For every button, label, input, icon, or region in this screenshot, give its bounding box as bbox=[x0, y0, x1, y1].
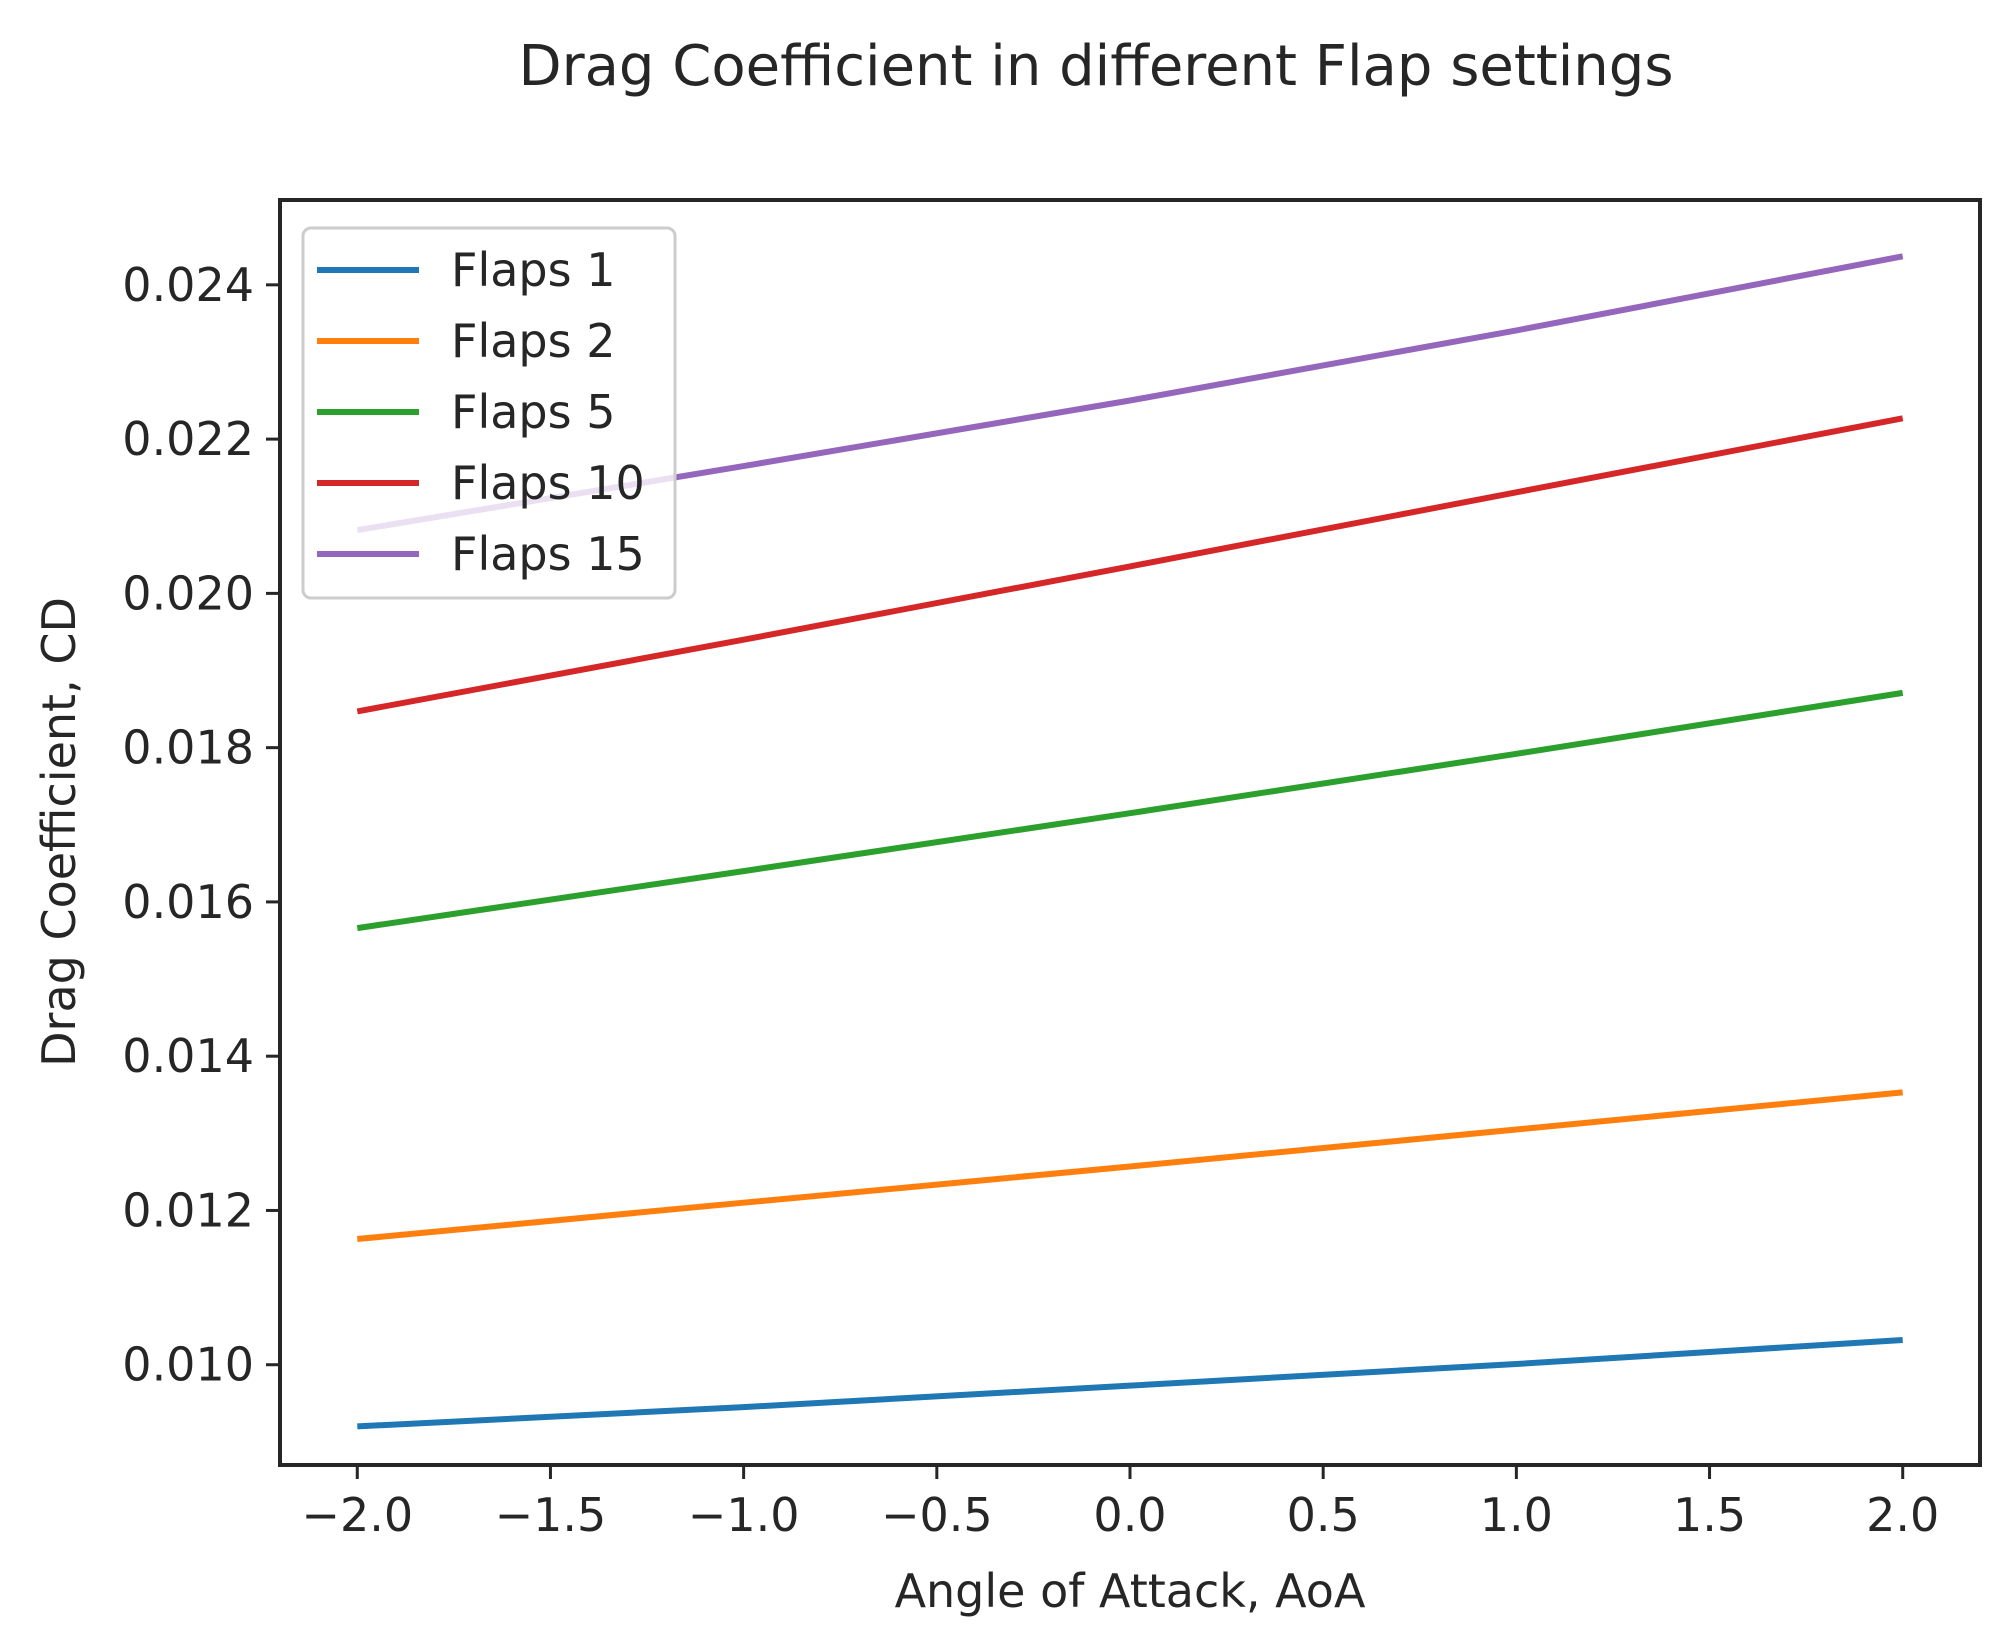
x-tick-label: −0.5 bbox=[881, 1488, 993, 1542]
series-line-1 bbox=[357, 1337, 1903, 1430]
legend: Flaps 1 Flaps 2 Flaps 5 Flaps 10 Flaps 15 bbox=[301, 226, 677, 600]
y-tick-label: 0.024 bbox=[122, 258, 254, 312]
y-axis-ticks: 0.010 0.012 0.014 0.016 0.018 0.020 0.022 0.024 bbox=[122, 258, 280, 1392]
x-axis-ticks: −2.0 −1.5 −1.0 −0.5 0.0 0.5 1.0 1.5 2.0 bbox=[301, 1465, 1939, 1542]
series-line-2 bbox=[357, 1089, 1903, 1242]
x-tick-label: 0.5 bbox=[1287, 1488, 1360, 1542]
series-line-3 bbox=[356, 689, 1904, 932]
x-tick-label: 1.5 bbox=[1673, 1488, 1746, 1542]
x-tick-label: 2.0 bbox=[1866, 1488, 1939, 1542]
x-tick-label: −2.0 bbox=[301, 1488, 413, 1542]
x-tick-label: −1.0 bbox=[688, 1488, 800, 1542]
chart-title: Drag Coefficient in different Flap setti… bbox=[518, 34, 1673, 99]
x-axis-label: Angle of Attack, AoA bbox=[895, 1564, 1366, 1618]
y-tick-label: 0.016 bbox=[122, 875, 254, 929]
y-tick-label: 0.022 bbox=[122, 412, 254, 466]
legend-box bbox=[301, 226, 677, 600]
series-line-4 bbox=[356, 415, 1904, 715]
y-tick-label: 0.020 bbox=[122, 566, 254, 620]
legend-label-2: Flaps 2 bbox=[451, 314, 615, 368]
x-tick-label: −1.5 bbox=[495, 1488, 607, 1542]
legend-label-4: Flaps 10 bbox=[451, 456, 645, 510]
y-tick-label: 0.012 bbox=[122, 1183, 254, 1237]
x-tick-label: 1.0 bbox=[1480, 1488, 1553, 1542]
x-tick-label: 0.0 bbox=[1093, 1488, 1166, 1542]
y-tick-label: 0.014 bbox=[122, 1029, 254, 1083]
y-axis-label: Drag Coefficient, CD bbox=[32, 597, 86, 1067]
legend-label-1: Flaps 1 bbox=[451, 243, 615, 297]
y-tick-label: 0.018 bbox=[122, 721, 254, 775]
legend-label-3: Flaps 5 bbox=[451, 385, 615, 439]
y-tick-label: 0.010 bbox=[122, 1338, 254, 1392]
legend-label-5: Flaps 15 bbox=[451, 527, 645, 581]
